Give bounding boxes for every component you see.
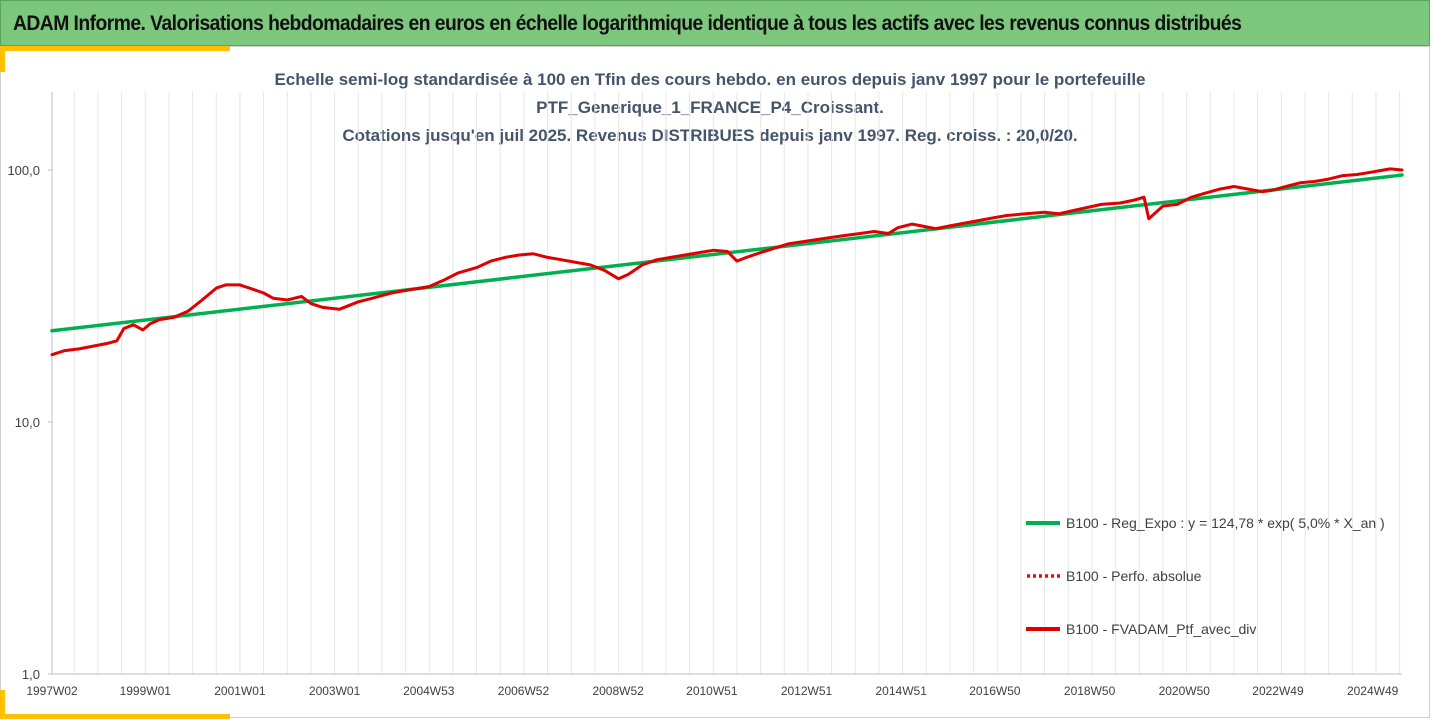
x-tick-label: 2010W51	[686, 684, 738, 698]
x-tick-label: 2003W01	[309, 684, 361, 698]
x-tick-label: 2008W52	[592, 684, 644, 698]
corner-accent-top-vertical	[0, 46, 5, 72]
corner-accent-bottom-vertical	[0, 690, 5, 719]
x-tick-label: 2018W50	[1064, 684, 1116, 698]
x-tick-label: 2004W53	[403, 684, 455, 698]
legend-label-regression: B100 - Reg_Expo : y = 124,78 * exp( 5,0%…	[1066, 515, 1385, 531]
chart-title-line-2: PTF_Generique_1_FRANCE_P4_Croissant.	[536, 98, 884, 117]
corner-accent-bottom	[0, 714, 230, 719]
chart-title-line-1: Echelle semi-log standardisée à 100 en T…	[274, 70, 1146, 89]
x-tick-label: 1999W01	[120, 684, 172, 698]
x-tick-label: 1997W02	[26, 684, 78, 698]
y-tick-label: 100,0	[7, 163, 40, 178]
x-tick-label: 2022W49	[1252, 684, 1304, 698]
legend-swatch-portfolio	[1026, 627, 1060, 631]
x-tick-label: 2001W01	[214, 684, 266, 698]
x-tick-label: 2016W50	[969, 684, 1021, 698]
x-tick-label: 2006W52	[498, 684, 550, 698]
x-tick-label: 2014W51	[876, 684, 928, 698]
chart-frame	[0, 46, 1430, 718]
legend-swatch-regression	[1026, 521, 1060, 525]
legend-item-regression: B100 - Reg_Expo : y = 124,78 * exp( 5,0%…	[1026, 513, 1385, 533]
x-tick-label: 2020W50	[1159, 684, 1211, 698]
x-tick-label: 2024W49	[1347, 684, 1399, 698]
legend-swatch-perfo-absolue	[1027, 574, 1060, 578]
corner-accent-top	[0, 46, 230, 51]
x-tick-label: 2012W51	[781, 684, 833, 698]
series-line-portfolio	[50, 167, 1404, 357]
y-tick-label: 1,0	[22, 667, 40, 682]
legend-item-portfolio: B100 - FVADAM_Ptf_avec_div	[1026, 619, 1256, 639]
report-title: ADAM Informe. Valorisations hebdomadaire…	[13, 12, 1242, 35]
legend-label-perfo-absolue: B100 - Perfo. absolue	[1066, 568, 1202, 584]
report-banner: ADAM Informe. Valorisations hebdomadaire…	[0, 0, 1430, 46]
chart-title-line-3: Cotations jusqu'en juil 2025. Revenus DI…	[342, 126, 1078, 145]
legend-item-perfo-absolue: B100 - Perfo. absolue	[1026, 566, 1201, 586]
legend-label-portfolio: B100 - FVADAM_Ptf_avec_div	[1066, 621, 1257, 637]
y-tick-label: 10,0	[15, 415, 40, 430]
